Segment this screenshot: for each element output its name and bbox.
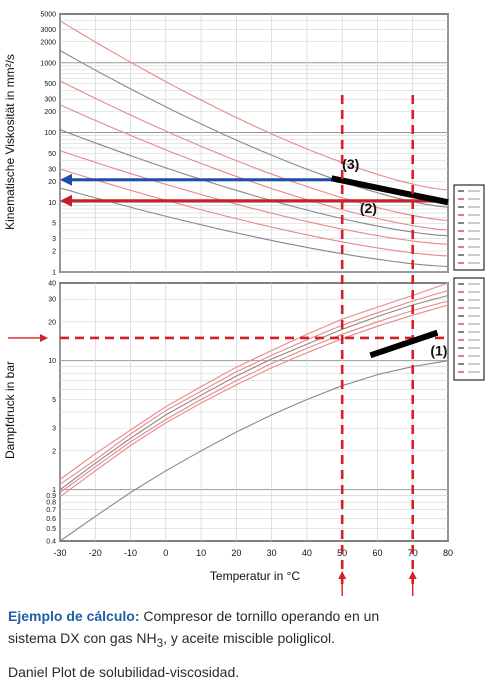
- legend-box-2: [453, 277, 485, 381]
- upper-marker-1: (3): [342, 156, 359, 172]
- x-tick-label: -20: [89, 548, 102, 558]
- upper-y-tick-label: 2: [52, 249, 56, 256]
- upper-annotation-2-arrow-head: [60, 194, 72, 207]
- x-tick-label: -30: [53, 548, 66, 558]
- upper-y-tick-label: 5000: [40, 12, 56, 19]
- caption-text-2a: sistema DX con gas NH: [8, 630, 157, 646]
- lower-y-tick-label: 3: [52, 426, 56, 433]
- x-pointer-head-70: [408, 571, 417, 579]
- lower-series-line-2: [59, 289, 449, 485]
- upper-y-tick-label: 500: [44, 81, 56, 88]
- lower-marker-1: (1): [430, 342, 447, 358]
- upper-y-tick-label: 100: [44, 130, 56, 137]
- upper-y-tick-label: 200: [44, 109, 56, 116]
- upper-series-line-8: [59, 187, 449, 268]
- x-axis-label: Temperatur in °C: [210, 569, 300, 583]
- lower-y-tick-label: 5: [52, 397, 56, 404]
- x-tick-label: 30: [267, 548, 277, 558]
- x-pointer-head-50: [338, 571, 347, 579]
- lower-y-tick-label: 1: [52, 487, 56, 494]
- lower-y-tick-label: 0.8: [46, 500, 56, 507]
- lower-y-tick-label: 40: [48, 281, 56, 288]
- lower-series-line-5: [59, 304, 449, 498]
- legend-box-1: [453, 184, 485, 271]
- x-tick-label: 10: [196, 548, 206, 558]
- lower-y-tick-label: 0.5: [46, 526, 56, 533]
- lower-series-line-4: [59, 300, 449, 493]
- upper-y-tick-label: 20: [48, 179, 56, 186]
- figure-caption: Ejemplo de cálculo: Compresor de tornill…: [8, 605, 478, 683]
- lower-series-line-1: [59, 282, 449, 480]
- x-tick-label: 60: [372, 548, 382, 558]
- upper-series-line-2: [59, 50, 449, 208]
- lower-y-tick-label: 10: [48, 358, 56, 365]
- caption-line-3: Daniel Plot de solubilidad-viscosidad.: [8, 663, 240, 680]
- upper-y-axis-label: Kinematische Viskosität in mm²/s: [3, 54, 17, 230]
- x-tick-label: -10: [124, 548, 137, 558]
- lower-y-tick-label: 30: [48, 297, 56, 304]
- lower-series-line-6: [59, 360, 449, 542]
- lower-y-tick-label: 0.6: [46, 516, 56, 523]
- caption-line-2: sistema DX con gas NH3, y aceite miscibl…: [8, 627, 478, 655]
- lower-y-tick-label: 0.9: [46, 493, 56, 500]
- upper-marker-2: (2): [360, 200, 377, 216]
- upper-y-tick-label: 5: [52, 221, 56, 228]
- upper-y-tick-label: 1000: [40, 60, 56, 67]
- upper-annotation-1-arrow-head: [60, 173, 72, 186]
- caption-subscript: 3: [156, 636, 164, 650]
- caption-line-1: Ejemplo de cálculo: Compresor de tornill…: [8, 605, 478, 627]
- lower-y-tick-label: 0.7: [46, 507, 56, 514]
- lower-y-axis-label: Dampfdruck in bar: [3, 361, 17, 459]
- lower-y-tick-label: 20: [48, 319, 56, 326]
- x-tick-label: 0: [163, 548, 168, 558]
- upper-series-line-6: [59, 150, 449, 245]
- lower-annotation-2-operating-line: [369, 329, 439, 359]
- upper-series-line-1: [59, 20, 449, 191]
- chart-overlay: -30-20-1001020304050607080(3)(2)(1): [8, 95, 485, 596]
- upper-y-tick-label: 300: [44, 97, 56, 104]
- upper-y-tick-label: 30: [48, 166, 56, 173]
- upper-frame: [59, 13, 449, 273]
- x-tick-label: 20: [231, 548, 241, 558]
- x-tick-label: 40: [302, 548, 312, 558]
- lower-y-tick-label: 2: [52, 448, 56, 455]
- solubility-viscosity-chart: 5000300020001000500300200100503020105321…: [3, 12, 485, 596]
- caption-text-2b: , y aceite miscible poliglicol.: [163, 630, 336, 646]
- pressure-pointer-head: [40, 333, 48, 342]
- upper-series-line-3: [59, 80, 449, 221]
- upper-panel: 5000 3000 2000 1000 500 300 200 100 50 30 20 10 5 3 2 1: [40, 12, 449, 277]
- upper-y-tick-label: 3: [52, 236, 56, 243]
- upper-series-line-5: [59, 129, 449, 237]
- lower-y-tick-label: 0.4: [46, 539, 56, 546]
- upper-y-tick-label: 1: [52, 270, 56, 277]
- upper-y-tick-label: 50: [48, 151, 56, 158]
- upper-y-tick-label: 3000: [40, 27, 56, 34]
- lower-series-line-3: [59, 294, 449, 491]
- upper-annotation-3-operating-line: [330, 175, 449, 206]
- caption-text-1: Compresor de tornillo operando en un: [139, 608, 380, 624]
- upper-series-line-4: [59, 104, 449, 231]
- upper-series-line-7: [59, 168, 449, 257]
- lower-panel: 40 30 20 10 5 3 2 10.90.80.7 0.6 0.5 0.4: [46, 281, 449, 546]
- upper-y-tick-label: 2000: [40, 39, 56, 46]
- x-tick-label: 80: [443, 548, 453, 558]
- caption-heading: Ejemplo de cálculo:: [8, 608, 140, 624]
- upper-y-tick-label: 10: [48, 200, 56, 207]
